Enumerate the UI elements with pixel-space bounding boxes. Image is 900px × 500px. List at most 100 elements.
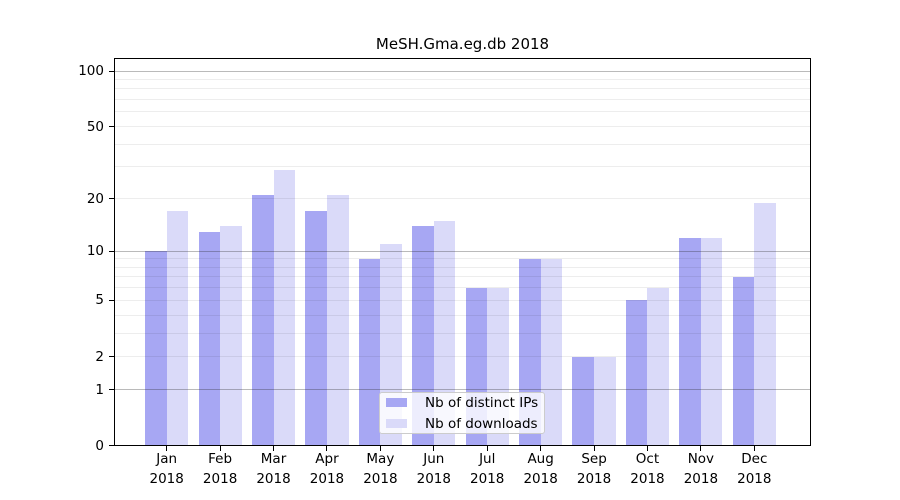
y-gridline-major-1: [114, 389, 811, 391]
x-tick-nov: [700, 446, 702, 451]
x-tick-label-may: May 2018: [348, 450, 412, 489]
y-tick-label-100: 100: [78, 63, 104, 80]
year-label: 2018: [202, 470, 238, 487]
x-tick-label-sep: Sep 2018: [562, 450, 626, 489]
legend-entry-distinct-ips: Nb of distinct IPs: [386, 394, 544, 412]
bar-jan-distinct-ips: [145, 251, 167, 446]
y-gridline-minor-6: [114, 287, 811, 289]
y-tick-0: [109, 445, 114, 447]
chart-title: MeSH.Gma.eg.db 2018: [375, 35, 550, 53]
x-tick-dec: [753, 446, 755, 451]
y-gridline-minor-40: [114, 143, 811, 145]
x-tick-label-jul: Jul 2018: [455, 450, 519, 489]
bar-apr-downloads: [326, 194, 349, 446]
month-label: Apr: [315, 451, 339, 467]
bar-nov-distinct-ips: [679, 237, 701, 446]
month-label: Jul: [479, 451, 496, 467]
y-tick-label-10: 10: [86, 243, 104, 260]
bar-nov-downloads: [700, 237, 723, 446]
year-label: 2018: [523, 470, 558, 487]
month-label: Sep: [581, 451, 607, 467]
year-label: 2018: [576, 470, 612, 487]
y-tick-2: [109, 356, 114, 358]
bar-dec-downloads: [754, 202, 776, 446]
month-label: Oct: [635, 451, 660, 467]
year-label: 2018: [683, 470, 719, 487]
y-tick-10: [109, 250, 114, 252]
bar-sep-downloads: [594, 356, 616, 446]
y-tick-label-50: 50: [86, 118, 104, 135]
bar-apr-distinct-ips: [305, 211, 327, 446]
x-tick-jul: [486, 446, 488, 451]
y-gridline-minor-4: [114, 314, 811, 316]
y-gridline-minor-20: [114, 198, 811, 200]
y-tick-label-2: 2: [95, 348, 104, 365]
x-tick-aug: [540, 446, 542, 451]
y-tick-label-0: 0: [95, 437, 104, 454]
y-tick-50: [109, 126, 114, 128]
x-tick-label-jun: Jun 2018: [402, 450, 466, 489]
legend-label-distinct-ips: Nb of distinct IPs: [425, 394, 539, 411]
y-gridline-minor-70: [114, 99, 811, 101]
y-gridline-minor-7: [114, 276, 811, 278]
year-label: 2018: [737, 470, 772, 487]
y-tick-1: [109, 389, 114, 391]
bar-mar-distinct-ips: [251, 194, 274, 446]
x-tick-sep: [593, 446, 595, 451]
bar-jun-distinct-ips: [412, 225, 434, 446]
y-tick-label-1: 1: [95, 381, 104, 398]
x-tick-label-mar: Mar 2018: [242, 450, 306, 489]
x-tick-may: [379, 446, 381, 451]
y-gridline-major-10: [114, 250, 811, 252]
chart-legend: Nb of distinct IPs Nb of downloads: [379, 392, 545, 434]
y-gridline-minor-3: [114, 332, 811, 334]
bar-sep-distinct-ips: [572, 356, 595, 446]
bar-jun-downloads: [433, 220, 456, 446]
bar-jan-downloads: [166, 211, 189, 446]
y-gridline-major-100: [114, 70, 811, 72]
y-tick-5: [109, 299, 114, 301]
y-tick-100: [109, 70, 114, 72]
legend-label-downloads: Nb of downloads: [425, 415, 538, 432]
y-tick-label-5: 5: [95, 292, 104, 309]
month-label: Dec: [741, 451, 768, 467]
bar-aug-downloads: [540, 258, 563, 446]
x-tick-label-jan: Jan 2018: [135, 450, 199, 489]
x-tick-jun: [433, 446, 435, 451]
year-label: 2018: [256, 470, 291, 487]
y-tick-label-20: 20: [86, 190, 104, 207]
year-label: 2018: [149, 470, 184, 487]
y-gridline-minor-30: [114, 166, 811, 168]
y-gridline-minor-80: [114, 88, 811, 90]
y-gridline-minor-60: [114, 111, 811, 113]
plot-area: [114, 58, 811, 446]
month-label: Mar: [260, 451, 287, 467]
x-tick-apr: [326, 446, 328, 451]
x-tick-label-nov: Nov 2018: [669, 450, 733, 489]
month-label: Jan: [156, 451, 178, 467]
x-tick-label-aug: Aug 2018: [509, 450, 573, 489]
bar-oct-distinct-ips: [625, 300, 648, 446]
y-gridline-minor-9: [114, 258, 811, 260]
year-label: 2018: [630, 470, 665, 487]
y-gridline-minor-2: [114, 356, 811, 358]
year-label: 2018: [470, 470, 505, 487]
x-tick-mar: [273, 446, 275, 451]
x-tick-oct: [646, 446, 648, 451]
month-label: Feb: [208, 451, 233, 467]
bar-feb-distinct-ips: [198, 231, 221, 446]
x-tick-feb: [219, 446, 221, 451]
bar-mar-downloads: [273, 169, 296, 446]
legend-swatch-downloads: [386, 419, 407, 428]
month-label: Nov: [687, 451, 715, 467]
x-tick-label-apr: Apr 2018: [295, 450, 359, 489]
year-label: 2018: [363, 470, 398, 487]
x-tick-label-feb: Feb 2018: [188, 450, 252, 489]
month-label: Jun: [423, 451, 445, 467]
year-label: 2018: [416, 470, 451, 487]
y-gridline-minor-8: [114, 266, 811, 268]
x-tick-jan: [166, 446, 168, 451]
y-tick-20: [109, 198, 114, 200]
bar-feb-downloads: [220, 225, 242, 446]
